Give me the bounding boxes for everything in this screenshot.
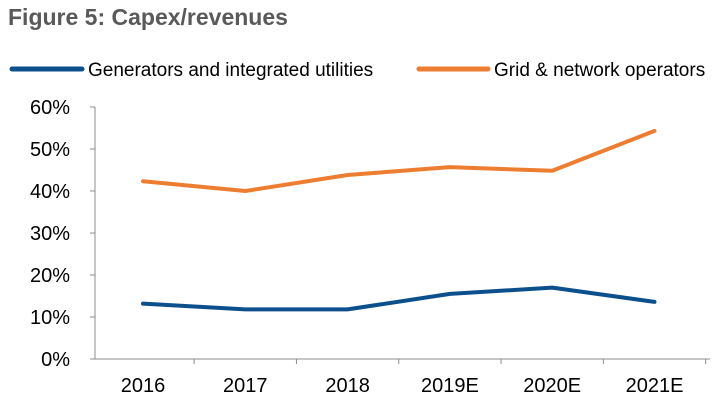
- axes: 0% 10% 20% 30% 40% 50% 60% 2016 2017 2018 2019E 202…: [30, 97, 710, 397]
- x-tick-label: 2021E: [626, 375, 684, 397]
- y-tick-label: 10%: [30, 307, 70, 329]
- y-tick-label: 50%: [30, 139, 70, 161]
- x-tick-label: 2018: [325, 375, 370, 397]
- x-tick-label: 2016: [121, 375, 166, 397]
- legend-label: Generators and integrated utilities: [88, 60, 373, 81]
- y-tick-label: 0%: [41, 349, 70, 371]
- x-tick-label: 2020E: [523, 375, 581, 397]
- legend-label: Grid & network operators: [494, 60, 705, 81]
- chart-title: Figure 5: Capex/revenues: [8, 4, 288, 30]
- y-tick-label: 20%: [30, 265, 70, 287]
- y-tick-label: 60%: [30, 97, 70, 119]
- x-tick-label: 2019E: [421, 375, 479, 397]
- y-tick-label: 40%: [30, 181, 70, 203]
- legend: Generators and integrated utilities Grid …: [9, 60, 705, 81]
- series-line-2: [141, 128, 657, 193]
- x-tick-label: 2017: [223, 375, 268, 397]
- y-tick-label: 30%: [30, 223, 70, 245]
- series-line-1: [141, 285, 657, 312]
- series-layer: [141, 128, 657, 312]
